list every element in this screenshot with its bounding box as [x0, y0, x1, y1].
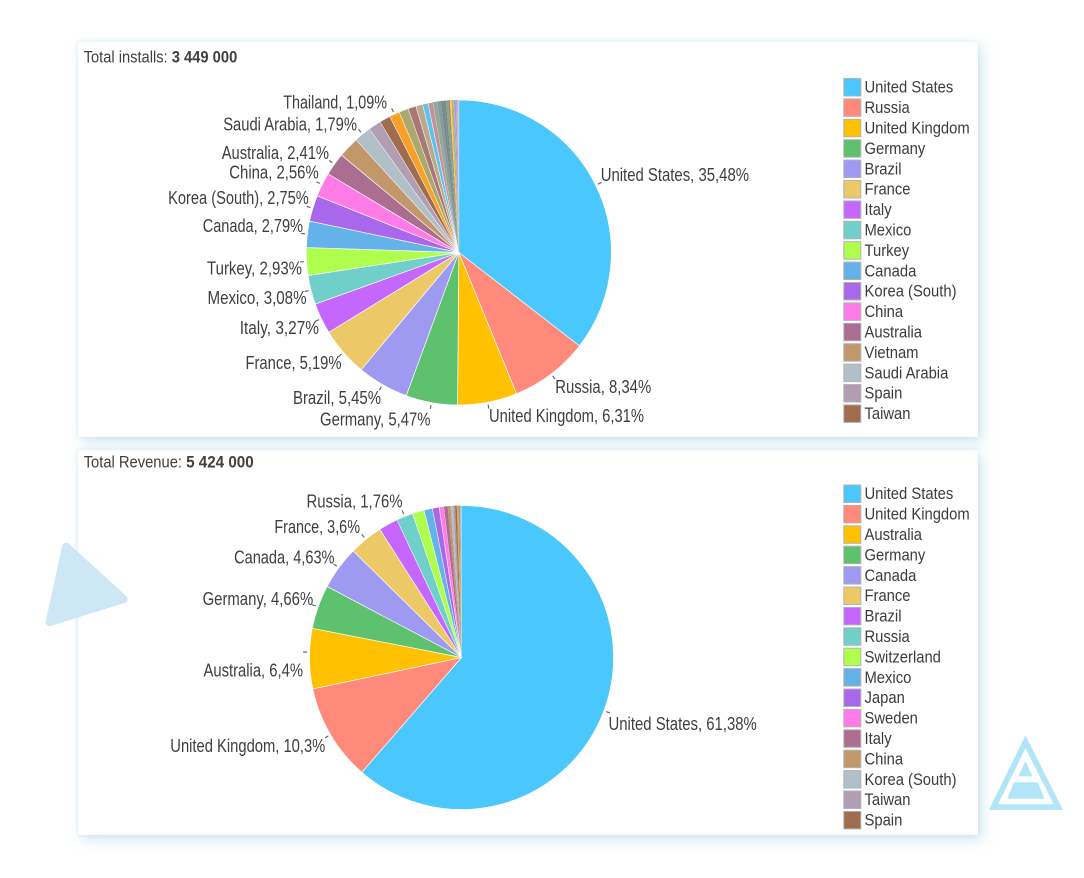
- svg-text:Saudi Arabia: Saudi Arabia: [865, 363, 949, 382]
- svg-text:France: France: [865, 180, 911, 199]
- svg-text:China: China: [865, 302, 904, 321]
- svg-text:United Kingdom: United Kingdom: [865, 505, 970, 524]
- svg-text:Korea (South), 2,75%: Korea (South), 2,75%: [168, 188, 309, 208]
- svg-text:5 424 000: 5 424 000: [186, 453, 254, 472]
- svg-text:United States, 35,48%: United States, 35,48%: [601, 165, 749, 185]
- svg-text:United Kingdom, 10,3%: United Kingdom, 10,3%: [170, 736, 325, 756]
- svg-text:Germany: Germany: [865, 139, 926, 158]
- svg-text:Turkey, 2,93%: Turkey, 2,93%: [207, 259, 302, 279]
- svg-text:United States: United States: [865, 484, 954, 503]
- svg-text:France, 5,19%: France, 5,19%: [246, 353, 342, 373]
- svg-text:Brazil: Brazil: [865, 607, 902, 626]
- svg-text:Vietnam: Vietnam: [865, 343, 919, 362]
- svg-text:China: China: [865, 749, 904, 768]
- svg-text:Germany: Germany: [865, 545, 926, 564]
- svg-text:Switzerland: Switzerland: [865, 647, 941, 666]
- svg-text:Thailand, 1,09%: Thailand, 1,09%: [283, 92, 387, 112]
- svg-text:United States: United States: [865, 78, 954, 97]
- svg-text:Brazil, 5,45%: Brazil, 5,45%: [293, 388, 381, 408]
- svg-text:Spain: Spain: [865, 811, 903, 830]
- svg-text:Australia, 6,4%: Australia, 6,4%: [204, 660, 304, 680]
- svg-text:Australia: Australia: [865, 525, 923, 544]
- svg-text:Spain: Spain: [865, 384, 903, 403]
- svg-text:Taiwan: Taiwan: [865, 790, 911, 809]
- svg-text:Canada, 2,79%: Canada, 2,79%: [203, 216, 303, 236]
- svg-text:Total installs:: Total installs:: [84, 48, 172, 67]
- svg-text:Saudi Arabia, 1,79%: Saudi Arabia, 1,79%: [223, 115, 357, 135]
- svg-text:Japan: Japan: [865, 688, 905, 707]
- svg-text:Mexico: Mexico: [865, 668, 912, 687]
- svg-text:Italy: Italy: [865, 729, 893, 748]
- svg-text:Germany, 4,66%: Germany, 4,66%: [203, 589, 314, 609]
- svg-text:Germany, 5,47%: Germany, 5,47%: [320, 410, 431, 430]
- svg-text:Brazil: Brazil: [865, 159, 902, 178]
- svg-text:United Kingdom: United Kingdom: [865, 119, 970, 138]
- svg-text:Canada: Canada: [865, 261, 917, 280]
- svg-text:Canada: Canada: [865, 566, 917, 585]
- svg-text:Australia: Australia: [865, 323, 923, 342]
- svg-text:Korea (South): Korea (South): [865, 770, 957, 789]
- svg-text:Russia, 1,76%: Russia, 1,76%: [307, 492, 403, 512]
- svg-text:Italy, 3,27%: Italy, 3,27%: [240, 318, 319, 338]
- svg-text:United Kingdom, 6,31%: United Kingdom, 6,31%: [489, 406, 644, 426]
- svg-text:Canada, 4,63%: Canada, 4,63%: [234, 547, 334, 567]
- svg-text:Taiwan: Taiwan: [865, 404, 911, 423]
- svg-text:Sweden: Sweden: [865, 709, 918, 728]
- svg-text:Australia, 2,41%: Australia, 2,41%: [222, 143, 329, 163]
- svg-text:Korea (South): Korea (South): [865, 282, 957, 301]
- svg-text:United States, 61,38%: United States, 61,38%: [609, 714, 757, 734]
- svg-text:Italy: Italy: [865, 200, 893, 219]
- svg-text:France: France: [865, 586, 911, 605]
- svg-text:Mexico: Mexico: [865, 221, 912, 240]
- svg-text:3 449 000: 3 449 000: [172, 48, 238, 67]
- svg-text:China, 2,56%: China, 2,56%: [229, 163, 318, 183]
- svg-text:Russia: Russia: [865, 627, 911, 646]
- svg-text:Russia: Russia: [865, 98, 911, 117]
- svg-text:France, 3,6%: France, 3,6%: [274, 517, 360, 537]
- svg-text:Mexico, 3,08%: Mexico, 3,08%: [208, 288, 307, 308]
- svg-text:Total Revenue:: Total Revenue:: [84, 453, 186, 472]
- svg-text:Russia, 8,34%: Russia, 8,34%: [555, 377, 651, 397]
- svg-text:Turkey: Turkey: [865, 241, 910, 260]
